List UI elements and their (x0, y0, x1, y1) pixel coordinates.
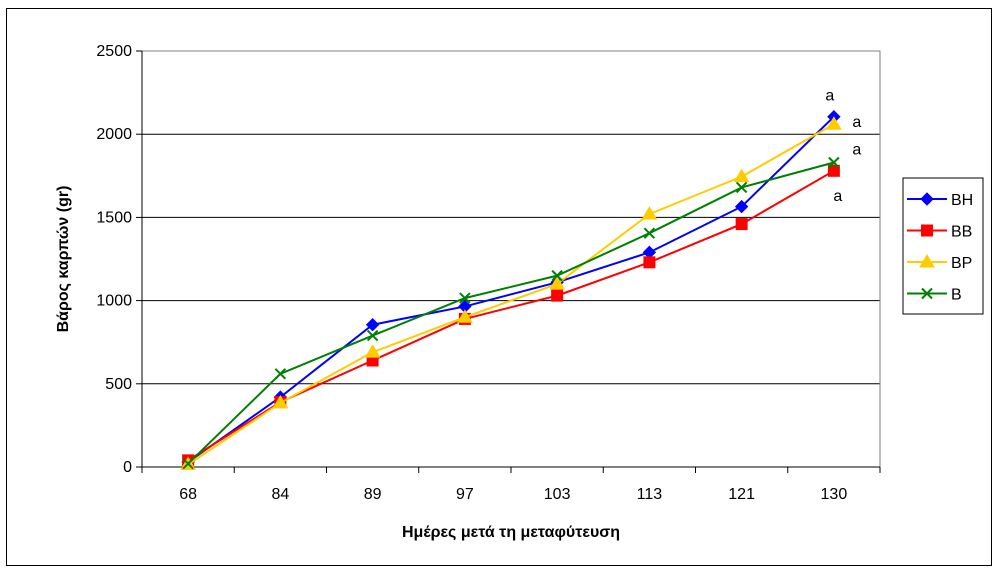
x-tick-label: 130 (821, 486, 848, 503)
series-lines (180, 110, 842, 471)
axes: 0 500 1000 1500 2000 2500 68 84 89 97 103 113 121 130 (96, 43, 881, 503)
legend-item-bb: BB (907, 224, 972, 241)
legend-label: BB (951, 224, 972, 241)
legend-label: B (951, 287, 962, 304)
legend-item-bp: BP (907, 254, 972, 272)
series-line-bb (187, 169, 835, 462)
data-point-bp (733, 168, 750, 183)
data-point-bp (549, 275, 565, 290)
data-point-bb (827, 164, 840, 177)
x-tick-label: 113 (637, 486, 663, 503)
significance-annotation: a (825, 88, 834, 105)
data-point-bb (551, 289, 564, 302)
legend-marker (919, 254, 935, 268)
series-b (182, 156, 840, 470)
data-point-b (551, 269, 563, 282)
data-point-b (828, 156, 840, 169)
x-tick-label: 121 (728, 486, 755, 503)
y-axis-title: Βάρος καρπών (gr) (55, 186, 72, 333)
y-tick-label: 1500 (96, 209, 132, 226)
significance-annotation: a (852, 141, 861, 158)
legend-marker (921, 224, 933, 237)
plot-area (141, 50, 881, 468)
x-tick-label: 84 (271, 486, 289, 503)
y-tick-label: 500 (105, 376, 132, 393)
significance-annotation: a (833, 188, 842, 205)
x-tick-label: 89 (364, 486, 382, 503)
legend-label: BH (951, 192, 973, 209)
legend-marker (920, 192, 934, 206)
data-point-b (182, 457, 194, 470)
data-point-b (459, 292, 471, 304)
y-tick-label: 2000 (96, 126, 132, 143)
y-tick-label: 0 (123, 459, 132, 476)
data-point-bp (272, 394, 289, 409)
x-axis-title: Ημέρες μετά τη μεταφύτευση (402, 524, 620, 541)
gridlines (142, 50, 880, 385)
data-point-b (643, 227, 656, 239)
data-point-b (274, 368, 287, 380)
legend: BH BB BP B (902, 177, 984, 315)
data-point-bp (826, 116, 842, 130)
data-point-bb (735, 218, 748, 231)
y-tick-label: 2500 (96, 43, 132, 60)
data-point-bh (734, 199, 749, 214)
data-point-bp (457, 309, 473, 323)
series-bp (180, 116, 842, 471)
data-point-b (735, 181, 748, 194)
significance-annotation: a (852, 114, 861, 131)
data-point-bh (365, 318, 380, 332)
data-point-bp (364, 344, 381, 358)
chart-frame (6, 8, 992, 566)
legend-marker (921, 287, 933, 300)
series-line-bh (187, 116, 835, 463)
data-point-bp (641, 206, 658, 220)
legend-item-b: B (907, 287, 962, 304)
series-line-b (187, 161, 835, 465)
legend-label: BP (951, 255, 972, 272)
x-tick-label: 68 (179, 486, 197, 503)
series-bh (181, 110, 841, 469)
legend-item-bh: BH (907, 192, 973, 209)
x-tick-label: 103 (544, 486, 571, 503)
series-line-bp (187, 123, 835, 466)
x-tick-label: 97 (456, 486, 474, 503)
data-point-b (366, 329, 379, 342)
y-tick-label: 1000 (96, 293, 132, 310)
legend-box (902, 177, 984, 315)
data-point-bb (643, 256, 656, 269)
